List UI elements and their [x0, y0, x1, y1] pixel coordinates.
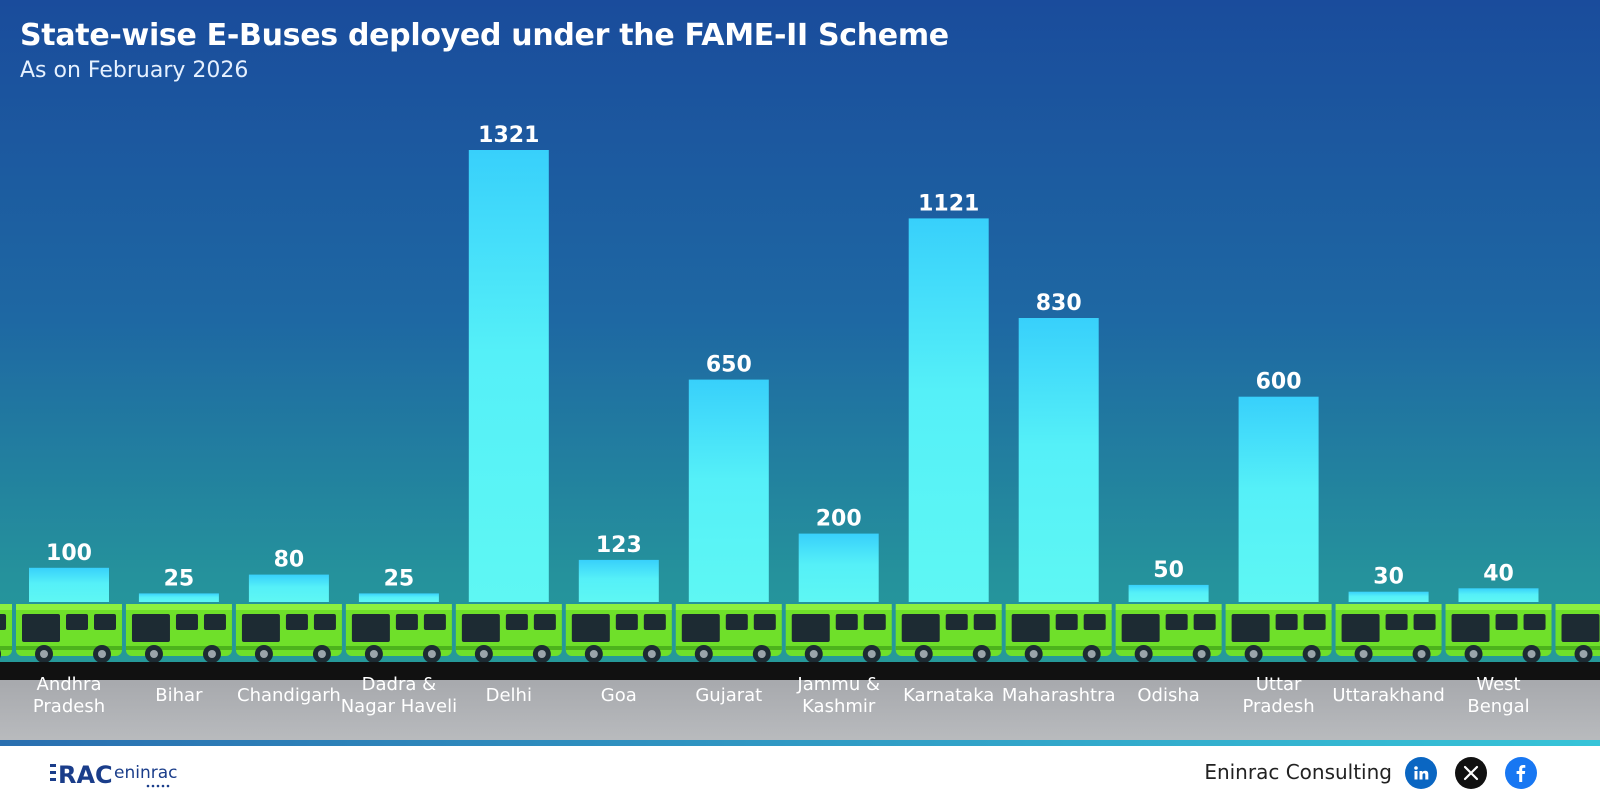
chart-subtitle: As on February 2026 [20, 58, 249, 83]
value-labels-layer: 100 25 80 25 1321 123 650 200 1121 830 50 600 30 40 [46, 123, 1514, 591]
bar [1128, 584, 1209, 602]
chart-title: State-wise E-Buses deployed under the FA… [20, 18, 949, 53]
bus-icon [675, 604, 782, 663]
bar [248, 574, 329, 602]
bus-icon [235, 604, 342, 663]
data-label: 650 [706, 353, 752, 378]
bar [138, 593, 219, 602]
x-glyph [1463, 765, 1479, 781]
bus-icon [565, 604, 672, 663]
category-label: Dadra & [362, 674, 437, 695]
data-label: 1121 [918, 191, 979, 216]
data-label: 100 [46, 541, 92, 566]
bus-row [0, 604, 1600, 663]
data-label: 600 [1256, 370, 1302, 395]
bus-icon [785, 604, 892, 663]
bar [1458, 588, 1539, 602]
bar [358, 593, 439, 602]
category-label: Goa [601, 685, 637, 706]
category-label: Pradesh [33, 696, 105, 717]
data-label: 80 [274, 548, 305, 573]
category-label: Bengal [1467, 696, 1529, 717]
category-label: Chandigarh [237, 685, 341, 706]
logo-mark: RAC [58, 761, 113, 789]
category-label: Pradesh [1242, 696, 1314, 717]
bar [688, 379, 769, 602]
bar [1018, 318, 1099, 602]
category-label: Bihar [155, 685, 203, 706]
bus-icon [895, 604, 1002, 663]
bar [578, 559, 659, 602]
eninrac-logo: RAC eninrac [50, 761, 177, 789]
category-label-band [0, 680, 1600, 742]
category-label: Jammu & [796, 674, 880, 695]
bus-icon [345, 604, 452, 663]
bus-icon [1555, 604, 1600, 663]
footer-brand-name: Eninrac Consulting [1204, 760, 1392, 784]
bus-icon [1115, 604, 1222, 663]
data-label: 25 [384, 566, 415, 591]
bus-icon [455, 604, 562, 663]
linkedin-glyph [1414, 766, 1429, 780]
data-label: 25 [164, 566, 195, 591]
data-label: 30 [1373, 565, 1404, 590]
data-label: 40 [1483, 561, 1514, 586]
linkedin-icon[interactable] [1405, 757, 1437, 789]
bus-icon [1335, 604, 1442, 663]
bus-icon [1005, 604, 1112, 663]
category-label: Delhi [486, 685, 532, 706]
x-icon[interactable] [1455, 757, 1487, 789]
category-label: Kashmir [802, 696, 876, 717]
facebook-glyph [1516, 765, 1526, 782]
bar [468, 150, 549, 602]
bar [1238, 396, 1319, 602]
bar [29, 567, 109, 602]
category-label: Maharashtra [1002, 685, 1116, 706]
road [0, 662, 1600, 680]
data-label: 830 [1036, 291, 1082, 316]
bar [908, 218, 989, 602]
category-label: Andhra [37, 674, 102, 695]
facebook-icon[interactable] [1505, 757, 1537, 789]
category-label: West [1476, 674, 1520, 695]
data-label: 50 [1153, 558, 1184, 583]
bus-icon [0, 604, 12, 659]
bus-icon [1225, 604, 1332, 663]
accent-stripe [0, 740, 1600, 746]
category-label: Gujarat [695, 685, 762, 706]
bar [798, 533, 879, 602]
bus-icon [1445, 604, 1552, 663]
bars-layer [29, 150, 1539, 602]
data-label: 200 [816, 507, 862, 532]
data-label: 123 [596, 533, 642, 558]
data-label: 1321 [478, 123, 539, 148]
bus-icon [125, 604, 232, 663]
logo-speed-lines [50, 764, 56, 781]
category-label: Nagar Haveli [341, 696, 457, 717]
category-label: Uttar [1256, 674, 1302, 695]
category-label: Odisha [1137, 685, 1199, 706]
bus-icon [16, 604, 122, 663]
bar [1348, 591, 1429, 602]
bar-chart: 100 25 80 25 1321 123 650 200 1121 830 50 600 30 40 A… [0, 123, 1600, 717]
logo-dots [146, 784, 170, 788]
category-label: Karnataka [903, 685, 994, 706]
category-label: Uttarakhand [1332, 685, 1444, 706]
footer: RAC eninrac Eninrac Consulting [0, 746, 1600, 800]
logo-wordmark: eninrac [114, 763, 177, 783]
